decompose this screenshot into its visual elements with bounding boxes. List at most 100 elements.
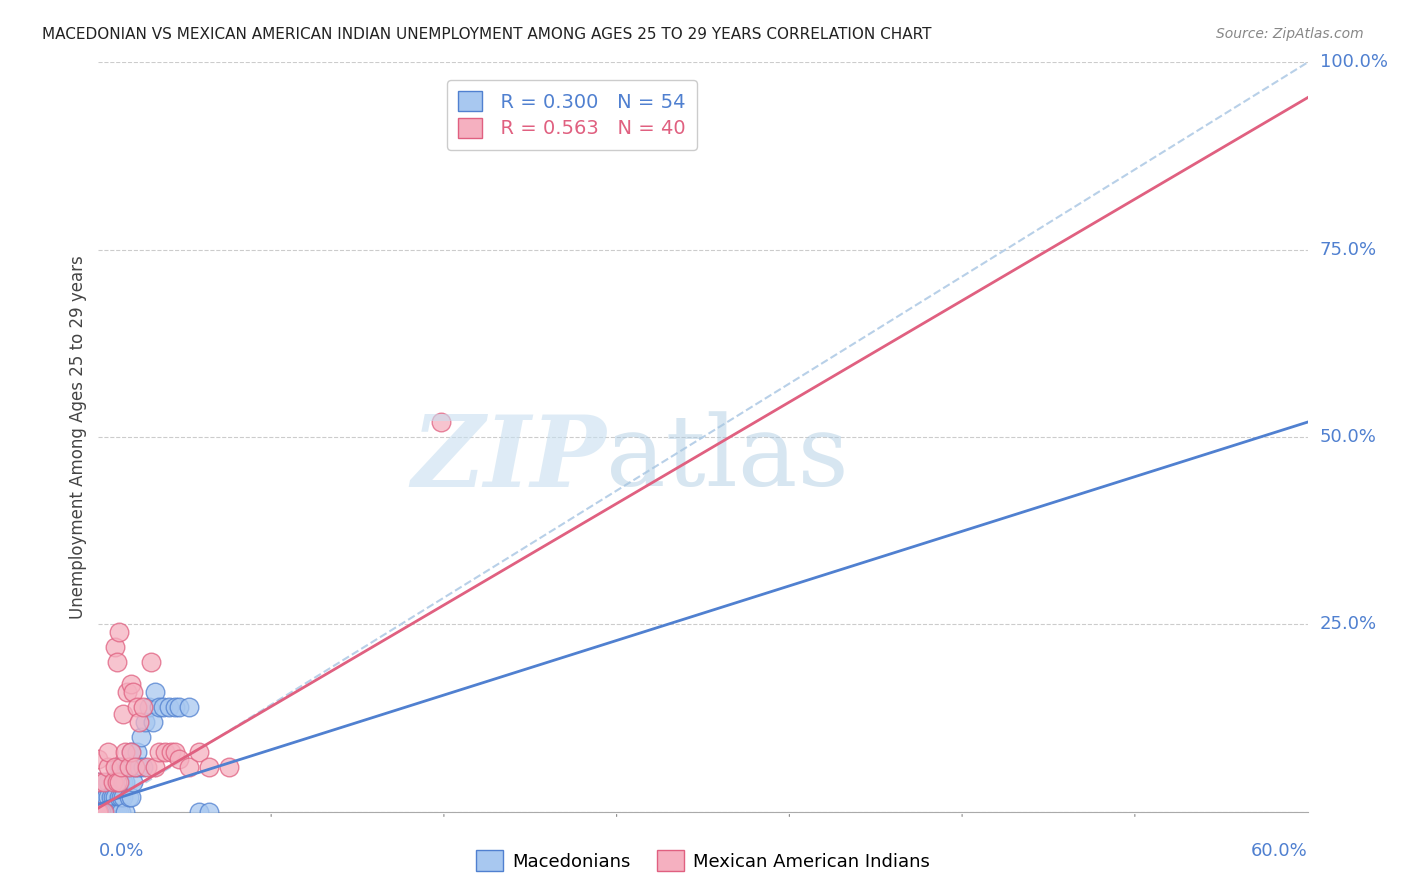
Point: [120, 745, 142, 759]
Point: [93, 805, 115, 819]
Point: [114, 774, 136, 789]
Point: [87, 774, 110, 789]
Text: 75.0%: 75.0%: [1320, 241, 1376, 259]
Point: [91, 805, 114, 819]
Point: [107, 760, 129, 774]
Point: [105, 805, 128, 819]
Point: [124, 760, 146, 774]
Point: [153, 745, 176, 759]
Point: [87, 805, 110, 819]
Point: [87, 752, 110, 766]
Point: [118, 760, 141, 774]
Point: [177, 760, 201, 774]
Point: [188, 805, 211, 819]
Point: [121, 774, 143, 789]
Point: [128, 714, 150, 729]
Point: [177, 699, 201, 714]
Point: [100, 805, 122, 819]
Point: [100, 789, 122, 804]
Point: [87, 805, 110, 819]
Point: [125, 699, 148, 714]
Legend: Macedonians, Mexican American Indians: Macedonians, Mexican American Indians: [468, 843, 938, 879]
Text: 0.0%: 0.0%: [98, 842, 143, 860]
Point: [167, 752, 190, 766]
Point: [93, 805, 115, 819]
Text: 100.0%: 100.0%: [1320, 54, 1388, 71]
Point: [134, 714, 156, 729]
Point: [103, 640, 125, 654]
Point: [103, 789, 125, 804]
Point: [124, 760, 146, 774]
Point: [97, 805, 120, 819]
Point: [167, 699, 190, 714]
Point: [96, 805, 118, 819]
Point: [143, 685, 166, 699]
Point: [120, 677, 142, 691]
Point: [97, 745, 120, 759]
Point: [111, 707, 134, 722]
Point: [105, 655, 128, 669]
Text: Source: ZipAtlas.com: Source: ZipAtlas.com: [1216, 27, 1364, 41]
Point: [110, 789, 132, 804]
Point: [138, 699, 160, 714]
Point: [198, 805, 221, 819]
Point: [87, 789, 110, 804]
Point: [115, 685, 138, 699]
Point: [111, 774, 134, 789]
Point: [139, 655, 162, 669]
Point: [157, 699, 180, 714]
Point: [118, 789, 141, 804]
Point: [97, 760, 120, 774]
Point: [160, 745, 183, 759]
Point: [105, 774, 128, 789]
Point: [148, 745, 170, 759]
Point: [101, 805, 124, 819]
Point: [129, 730, 152, 744]
Point: [148, 699, 170, 714]
Point: [97, 805, 120, 819]
Point: [97, 774, 120, 789]
Point: [97, 789, 120, 804]
Point: [110, 805, 132, 819]
Point: [125, 745, 148, 759]
Point: [163, 699, 186, 714]
Point: [114, 745, 136, 759]
Point: [188, 745, 211, 759]
Text: atlas: atlas: [606, 412, 849, 508]
Point: [135, 760, 157, 774]
Point: [218, 760, 240, 774]
Text: 50.0%: 50.0%: [1320, 428, 1376, 446]
Point: [93, 774, 115, 789]
Point: [107, 789, 129, 804]
Point: [128, 760, 150, 774]
Point: [118, 760, 141, 774]
Point: [107, 624, 129, 639]
Text: 25.0%: 25.0%: [1320, 615, 1376, 633]
Point: [198, 760, 221, 774]
Legend:   R = 0.300   N = 54,   R = 0.563   N = 40: R = 0.300 N = 54, R = 0.563 N = 40: [447, 79, 697, 150]
Point: [132, 760, 155, 774]
Point: [121, 685, 143, 699]
Point: [87, 805, 110, 819]
Point: [107, 805, 129, 819]
Point: [143, 760, 166, 774]
Point: [87, 774, 110, 789]
Point: [163, 745, 186, 759]
Point: [87, 805, 110, 819]
Text: 60.0%: 60.0%: [1251, 842, 1308, 860]
Point: [101, 774, 124, 789]
Y-axis label: Unemployment Among Ages 25 to 29 years: Unemployment Among Ages 25 to 29 years: [69, 255, 87, 619]
Point: [114, 805, 136, 819]
Point: [107, 774, 129, 789]
Point: [132, 699, 155, 714]
Point: [101, 789, 124, 804]
Point: [87, 805, 110, 819]
Point: [120, 789, 142, 804]
Point: [120, 745, 142, 759]
Point: [142, 714, 165, 729]
Text: MACEDONIAN VS MEXICAN AMERICAN INDIAN UNEMPLOYMENT AMONG AGES 25 TO 29 YEARS COR: MACEDONIAN VS MEXICAN AMERICAN INDIAN UN…: [42, 27, 932, 42]
Point: [103, 805, 125, 819]
Point: [430, 415, 453, 429]
Point: [105, 774, 128, 789]
Point: [115, 760, 138, 774]
